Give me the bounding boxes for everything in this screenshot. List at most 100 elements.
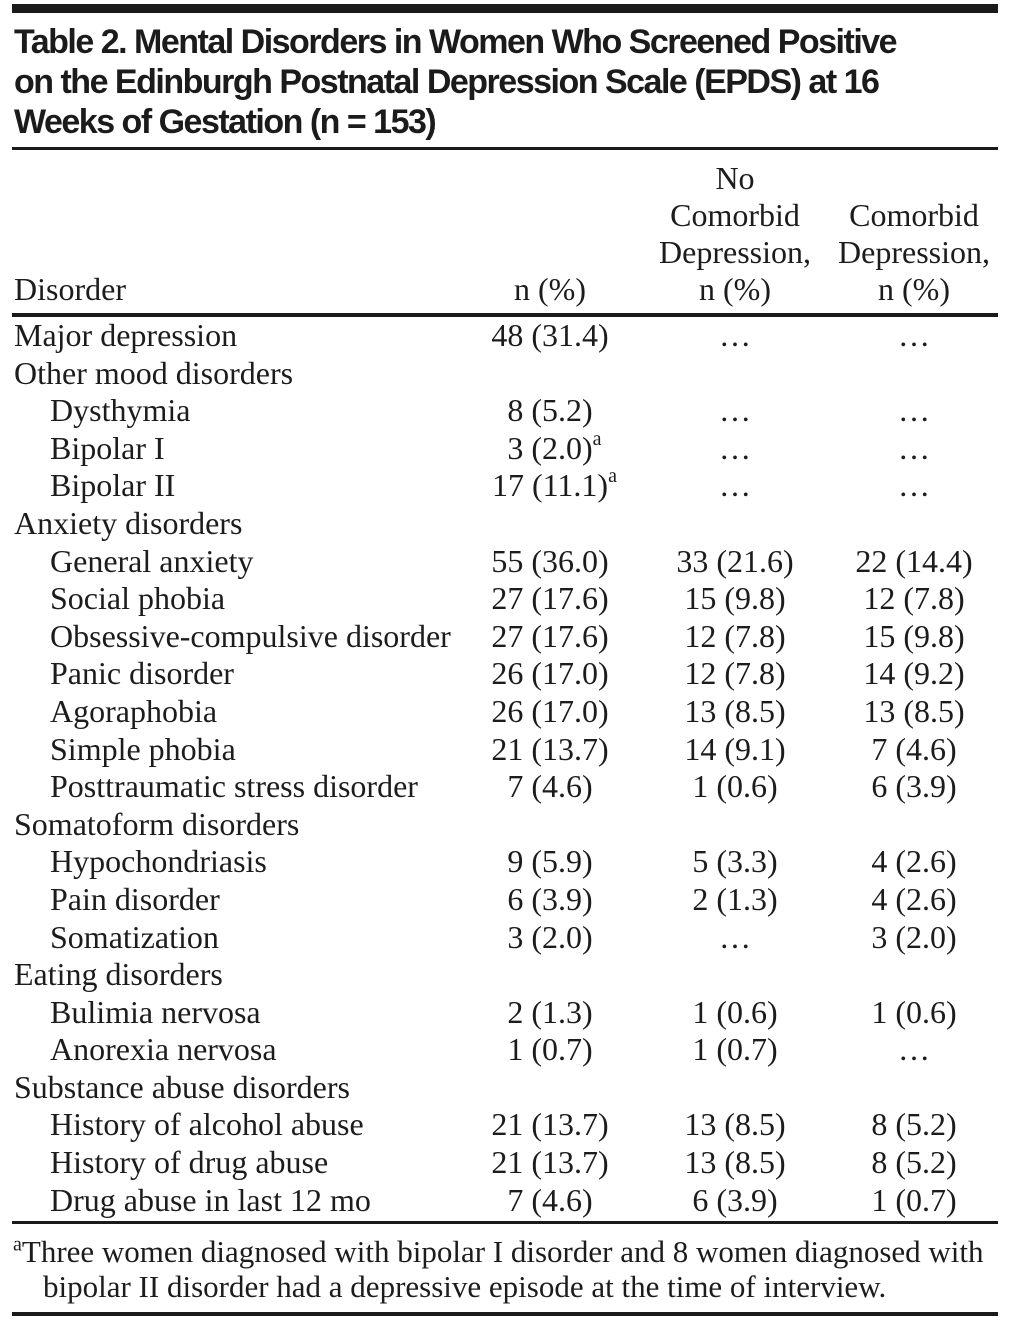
cell-n-pct <box>460 806 640 844</box>
cell-no-comorbid-depression <box>640 806 830 844</box>
table-title-line-1: Table 2. Mental Disorders in Women Who S… <box>14 23 898 61</box>
table-row: General anxiety 55 (36.0) 33 (21.6) 22 (14.… <box>12 543 998 581</box>
group-header-row: Other mood disorders <box>12 355 998 393</box>
cell-comorbid-depression: 1 (0.7) <box>830 1182 998 1220</box>
cell-value: 1 (0.6) <box>871 993 957 1030</box>
cell-n-pct: 21 (13.7) <box>460 1106 640 1144</box>
cell-value: 2 (1.3) <box>692 880 778 917</box>
table-header: Disorder n (%) No Comorbid Depression, n… <box>12 150 998 317</box>
cell-value: 27 (17.6) <box>491 580 609 617</box>
cell-value: 1 (0.7) <box>507 1031 593 1068</box>
cell-value: 33 (21.6) <box>676 542 794 579</box>
cell-comorbid-depression <box>830 806 998 844</box>
cell-no-comorbid-depression: 5 (3.3) <box>640 843 830 881</box>
cell-comorbid-depression <box>830 956 998 994</box>
footnote-marker: a <box>608 465 617 488</box>
cell-no-comorbid-depression <box>640 355 830 393</box>
cell-n-pct: 26 (17.0) <box>460 655 640 693</box>
cell-value: 8 (5.2) <box>507 392 593 429</box>
cell-value: 48 (31.4) <box>491 317 609 353</box>
row-label: Major depression <box>14 317 238 353</box>
cell-value: 22 (14.4) <box>855 542 973 579</box>
cell-no-comorbid-depression: … <box>640 392 830 430</box>
table-row: Obsessive-compulsive disorder 27 (17.6) 12… <box>12 618 998 656</box>
column-header-comorbid-depression: Comorbid Depression, n (%) <box>830 150 998 317</box>
cell-no-comorbid-depression: 13 (8.5) <box>640 1144 830 1182</box>
cell-value: 1 (0.7) <box>692 1031 778 1068</box>
cell-value: 4 (2.6) <box>871 880 957 917</box>
cell-value: 8 (5.2) <box>871 1144 957 1181</box>
table-row: Agoraphobia 26 (17.0) 13 (8.5) 13 (8.5) <box>12 693 998 731</box>
top-rule-bar <box>12 4 998 13</box>
row-label: Social phobia <box>50 580 226 617</box>
cell-n-pct: 27 (17.6) <box>460 580 640 618</box>
cell-value: … <box>719 467 751 504</box>
cell-value: 13 (8.5) <box>684 1106 786 1143</box>
cell-no-comorbid-depression: … <box>640 315 830 355</box>
cell-no-comorbid-depression: … <box>640 467 830 505</box>
footnote-marker: a <box>592 427 602 450</box>
row-label: Somatization <box>50 918 219 955</box>
cell-value: 13 (8.5) <box>863 692 965 729</box>
row-label: General anxiety <box>50 542 254 579</box>
cell-value: 15 (9.8) <box>684 580 786 617</box>
cell-comorbid-depression: 4 (2.6) <box>830 881 998 919</box>
cell-no-comorbid-depression: 1 (0.7) <box>640 1031 830 1069</box>
cell-value: 6 (3.9) <box>871 768 957 805</box>
cell-n-pct <box>460 355 640 393</box>
cell-value: 1 (0.7) <box>871 1181 957 1218</box>
group-label: Anxiety disorders <box>14 504 243 541</box>
cell-value: 26 (17.0) <box>491 655 609 692</box>
group-label: Other mood disorders <box>14 354 294 391</box>
table-row: Simple phobia 21 (13.7) 14 (9.1) 7 (4.6) <box>12 731 998 769</box>
table-row: Dysthymia 8 (5.2)…… <box>12 392 998 430</box>
header-line: n (%) <box>514 271 586 307</box>
row-label: Obsessive-compulsive disorder <box>50 617 451 654</box>
cell-n-pct: 55 (36.0) <box>460 543 640 581</box>
cell-no-comorbid-depression: 1 (0.6) <box>640 768 830 806</box>
cell-n-pct: 8 (5.2) <box>460 392 640 430</box>
cell-value: 6 (3.9) <box>692 1181 778 1218</box>
cell-n-pct: 26 (17.0) <box>460 693 640 731</box>
cell-value: 6 (3.9) <box>507 880 593 917</box>
mental-disorders-table: Disorder n (%) No Comorbid Depression, n… <box>12 150 998 1219</box>
cell-n-pct <box>460 505 640 543</box>
cell-n-pct: 7 (4.6) <box>460 1182 640 1220</box>
cell-comorbid-depression: … <box>830 392 998 430</box>
group-label: Somatoform disorders <box>14 805 300 842</box>
cell-value: 14 (9.2) <box>863 655 965 692</box>
cell-comorbid-depression <box>830 355 998 393</box>
cell-no-comorbid-depression: 12 (7.8) <box>640 655 830 693</box>
cell-no-comorbid-depression: 33 (21.6) <box>640 543 830 581</box>
table-row: History of drug abuse 21 (13.7) 13 (8.5) 8 … <box>12 1144 998 1182</box>
cell-value: 4 (2.6) <box>871 843 957 880</box>
cell-comorbid-depression: 3 (2.0) <box>830 919 998 957</box>
cell-value: 7 (4.6) <box>507 1181 593 1218</box>
table-row: Bulimia nervosa 2 (1.3) 1 (0.6) 1 (0.6) <box>12 994 998 1032</box>
table-row: Hypochondriasis 9 (5.9) 5 (3.3) 4 (2.6) <box>12 843 998 881</box>
cell-comorbid-depression: 6 (3.9) <box>830 768 998 806</box>
cell-value: 15 (9.8) <box>863 617 965 654</box>
cell-value: 55 (36.0) <box>491 542 609 579</box>
table-row: Panic disorder 26 (17.0) 12 (7.8) 14 (9.2) <box>12 655 998 693</box>
header-line: Depression, <box>659 234 811 270</box>
row-label: Bipolar II <box>50 467 176 504</box>
cell-no-comorbid-depression <box>640 956 830 994</box>
cell-value: 27 (17.6) <box>491 617 609 654</box>
cell-no-comorbid-depression: 2 (1.3) <box>640 881 830 919</box>
cell-comorbid-depression: 13 (8.5) <box>830 693 998 731</box>
header-row: Disorder n (%) No Comorbid Depression, n… <box>12 150 998 317</box>
cell-n-pct: 1 (0.7) <box>460 1031 640 1069</box>
cell-n-pct: 27 (17.6) <box>460 618 640 656</box>
footnote-marker: a <box>13 1233 22 1256</box>
cell-n-pct: 3 (2.0) <box>460 919 640 957</box>
cell-n-pct: 7 (4.6) <box>460 768 640 806</box>
cell-value: 12 (7.8) <box>684 617 786 654</box>
title-divider-rule <box>12 147 998 150</box>
column-header-no-comorbid-depression: No Comorbid Depression, n (%) <box>640 150 830 317</box>
cell-no-comorbid-depression: 14 (9.1) <box>640 731 830 769</box>
cell-n-pct: 48 (31.4) <box>460 315 640 355</box>
table-row: History of alcohol abuse 21 (13.7) 13 (8.5… <box>12 1106 998 1144</box>
cell-n-pct: 21 (13.7) <box>460 731 640 769</box>
